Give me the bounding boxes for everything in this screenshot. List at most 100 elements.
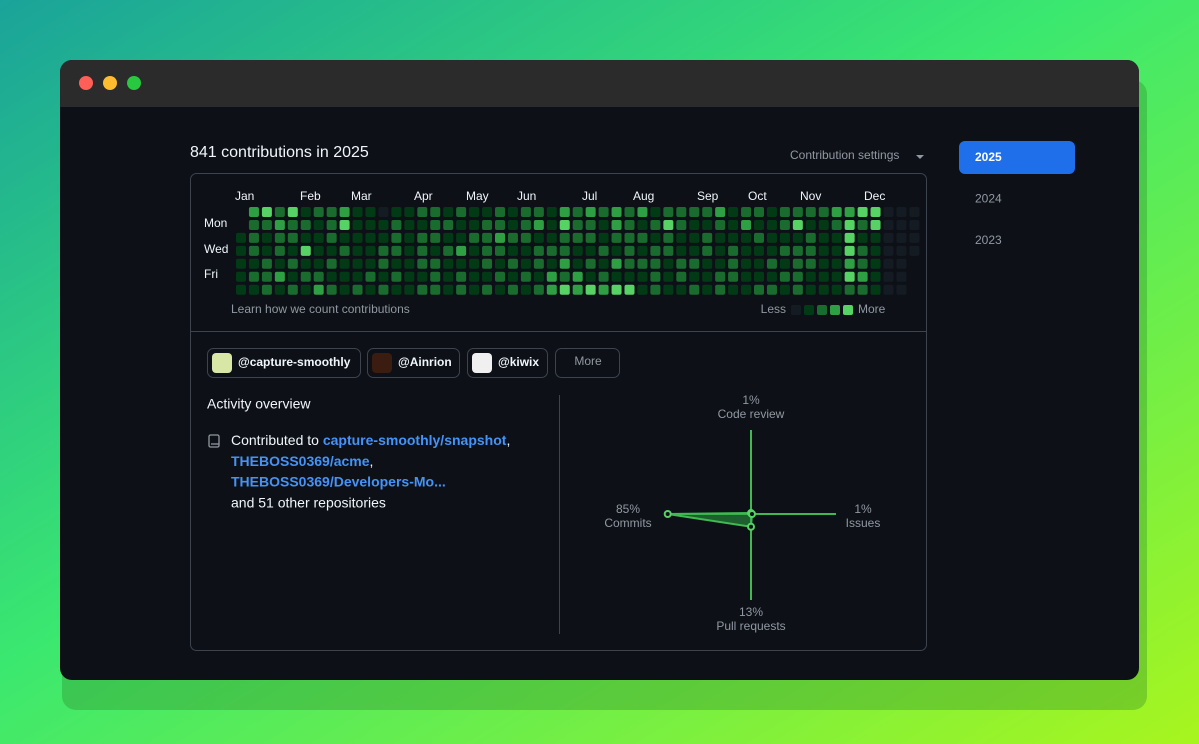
contribution-cell	[248, 271, 259, 282]
contribution-cell	[274, 258, 285, 269]
year-button[interactable]: 2024	[975, 192, 1002, 206]
contribution-cell	[779, 219, 790, 230]
contribution-cell	[274, 271, 285, 282]
learn-link[interactable]: Learn how we count contributions	[231, 302, 410, 316]
contribution-cell	[248, 219, 259, 230]
contribution-cell	[572, 232, 583, 243]
close-button[interactable]	[79, 76, 93, 90]
settings-button[interactable]: Contribution settings	[790, 148, 899, 162]
contribution-cell	[495, 284, 505, 295]
contribution-cell	[572, 284, 583, 295]
contribution-cell	[339, 219, 350, 230]
contribution-cell	[456, 232, 467, 243]
contribution-cell	[352, 232, 363, 243]
repo-link[interactable]: capture-smoothly/snapshot	[323, 432, 507, 448]
more-button[interactable]	[555, 348, 620, 378]
contribution-cell	[482, 219, 493, 230]
contribution-cell	[274, 232, 285, 243]
contribution-cell	[520, 219, 531, 230]
contribution-cell	[779, 245, 790, 256]
contribution-cell	[779, 258, 790, 269]
contribution-cell	[728, 219, 739, 230]
month-label: May	[466, 189, 489, 203]
contribution-cell	[417, 258, 428, 269]
contribution-cell	[624, 232, 635, 243]
contribution-cell	[274, 207, 285, 217]
separator: ,	[506, 432, 510, 448]
year-button[interactable]: 2023	[975, 233, 1002, 247]
repo-link[interactable]: THEBOSS0369/Developers-Mo...	[231, 474, 446, 490]
contribution-cell	[495, 258, 505, 269]
contribution-cell	[689, 219, 700, 230]
contribution-cell	[469, 258, 480, 269]
contributed-line: Contributed to capture-smoothly/snapshot…	[231, 432, 510, 448]
contribution-cell	[533, 245, 544, 256]
contribution-cell	[365, 284, 376, 295]
year-button[interactable]: 2025	[975, 150, 1002, 164]
contribution-cell	[546, 284, 557, 295]
contribution-cell	[430, 271, 441, 282]
contribution-cell	[844, 207, 855, 217]
contribution-cell	[248, 284, 259, 295]
contribution-cell	[585, 258, 596, 269]
contribution-cell	[248, 207, 259, 217]
month-label: Dec	[864, 189, 885, 203]
contribution-cell	[287, 258, 298, 269]
contribution-cell	[546, 232, 557, 243]
contribution-cell	[365, 219, 376, 230]
contribution-cell	[443, 271, 454, 282]
contribution-cell	[456, 258, 467, 269]
contribution-cell	[896, 245, 907, 256]
radar-value: 13%	[739, 605, 763, 619]
contribution-cell	[844, 232, 855, 243]
contribution-cell	[870, 219, 881, 230]
contribution-cell	[391, 284, 402, 295]
contribution-cell	[482, 207, 493, 217]
contribution-cell	[313, 232, 324, 243]
contribution-cell	[365, 245, 376, 256]
contribution-cell	[300, 284, 311, 295]
contribution-cell	[870, 258, 881, 269]
contribution-cell	[274, 219, 285, 230]
dropdown-caret	[916, 155, 924, 159]
contribution-cell	[248, 245, 259, 256]
contribution-cell	[818, 245, 829, 256]
contribution-cell	[728, 245, 739, 256]
contribution-cell	[831, 219, 842, 230]
org-button[interactable]	[207, 348, 361, 378]
repo-link[interactable]: THEBOSS0369/acme	[231, 453, 370, 469]
minimize-button[interactable]	[103, 76, 117, 90]
contribution-cell	[883, 207, 894, 217]
contribution-cell	[287, 245, 298, 256]
contribution-cell	[909, 245, 920, 256]
contribution-cell	[598, 271, 609, 282]
contribution-cell	[792, 271, 803, 282]
month-label: Apr	[414, 189, 433, 203]
contribution-cell	[274, 245, 285, 256]
contribution-cell	[533, 232, 544, 243]
radar-value: 1%	[742, 393, 760, 407]
contribution-cell	[792, 219, 803, 230]
contribution-cell	[378, 284, 389, 295]
contribution-cell	[883, 232, 894, 243]
contribution-cell	[469, 232, 480, 243]
contribution-cell	[469, 271, 480, 282]
contribution-cell	[533, 258, 544, 269]
year-button-selected[interactable]	[959, 141, 1075, 174]
contribution-cell	[456, 219, 467, 230]
radar-point	[747, 522, 755, 531]
contribution-cell	[572, 245, 583, 256]
contribution-cell	[663, 232, 674, 243]
contribution-cell	[624, 258, 635, 269]
contribution-cell	[676, 258, 687, 269]
contribution-cell	[572, 271, 583, 282]
contribution-cell	[831, 258, 842, 269]
contribution-cell	[909, 219, 920, 230]
contribution-cell	[287, 232, 298, 243]
zoom-button[interactable]	[127, 76, 141, 90]
contribution-cell	[741, 219, 752, 230]
contribution-cell	[417, 245, 428, 256]
radar-value: 85%	[616, 502, 640, 516]
contribution-cell	[754, 271, 764, 282]
